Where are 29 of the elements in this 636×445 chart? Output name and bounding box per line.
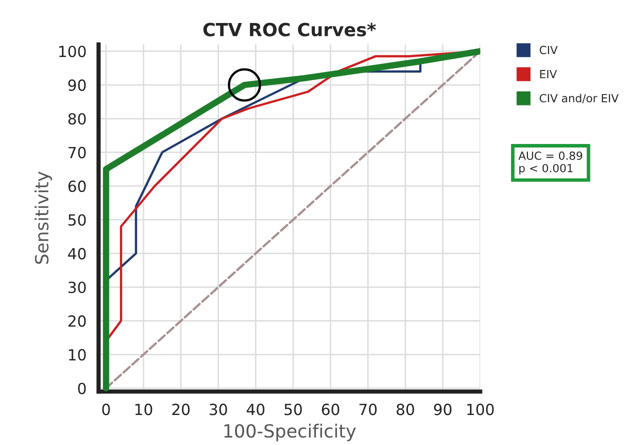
y-tick-label: 40	[68, 248, 86, 260]
x-tick-label: 60	[322, 404, 340, 416]
y-tick-label: 70	[68, 146, 86, 158]
y-tick-label: 60	[68, 180, 86, 192]
y-tick-label: 10	[69, 348, 86, 361]
x-tick-label: 50	[284, 404, 302, 416]
y-tick-label: 100	[59, 46, 86, 58]
x-tick-label: 100	[467, 404, 494, 416]
x-tick-label: 40	[246, 404, 264, 416]
y-tick-label: 90	[68, 79, 86, 91]
x-axis-title: 100-Specificity	[224, 424, 356, 442]
legend-label: CIV	[540, 46, 558, 54]
y-axis-title: Sensitivity	[34, 172, 52, 264]
text: AUC = 0.89 p < 0.001	[518, 151, 582, 174]
x-tick-label: 80	[396, 404, 414, 416]
x-tick-label: 70	[359, 404, 377, 416]
y-tick-label: 30	[68, 282, 86, 294]
y-tick-label: 80	[68, 113, 86, 125]
legend-label: CIV and/or EIV	[540, 94, 619, 104]
x-tick-label: 30	[210, 404, 228, 416]
chart-title: CTV ROC Curves*	[203, 22, 376, 36]
y-tick-label: 50	[68, 214, 86, 226]
x-tick-label: 20	[172, 404, 190, 416]
x-tick-label: 0	[102, 404, 110, 416]
x-tick-label: 90	[434, 404, 452, 416]
legend-label: EIV	[540, 70, 557, 78]
x-tick-label: 10	[135, 404, 152, 416]
y-tick-label: 0	[78, 382, 86, 394]
y-tick-label: 20	[68, 315, 86, 327]
